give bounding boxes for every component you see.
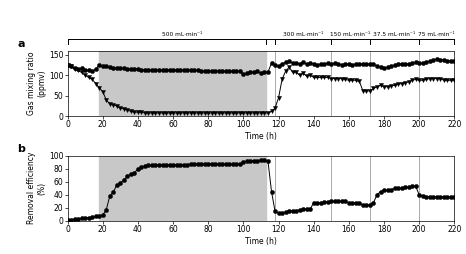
X-axis label: Time (h): Time (h) — [245, 237, 277, 246]
Text: a: a — [17, 39, 25, 50]
Text: 75 mL·min⁻¹: 75 mL·min⁻¹ — [418, 32, 455, 37]
Text: 500 mL·min⁻¹: 500 mL·min⁻¹ — [162, 32, 202, 37]
Y-axis label: Gas mixing ratio
(ppmv): Gas mixing ratio (ppmv) — [27, 52, 46, 115]
Text: 37.5 mL·min⁻¹: 37.5 mL·min⁻¹ — [373, 32, 416, 37]
Bar — [99, 51, 266, 116]
Text: 150 mL·min⁻¹: 150 mL·min⁻¹ — [330, 32, 371, 37]
Y-axis label: Removal efficiency
(%): Removal efficiency (%) — [27, 152, 46, 225]
Text: 300 mL·min⁻¹: 300 mL·min⁻¹ — [283, 32, 323, 37]
Text: b: b — [17, 144, 25, 154]
X-axis label: Time (h): Time (h) — [245, 132, 277, 141]
Bar — [99, 155, 266, 221]
